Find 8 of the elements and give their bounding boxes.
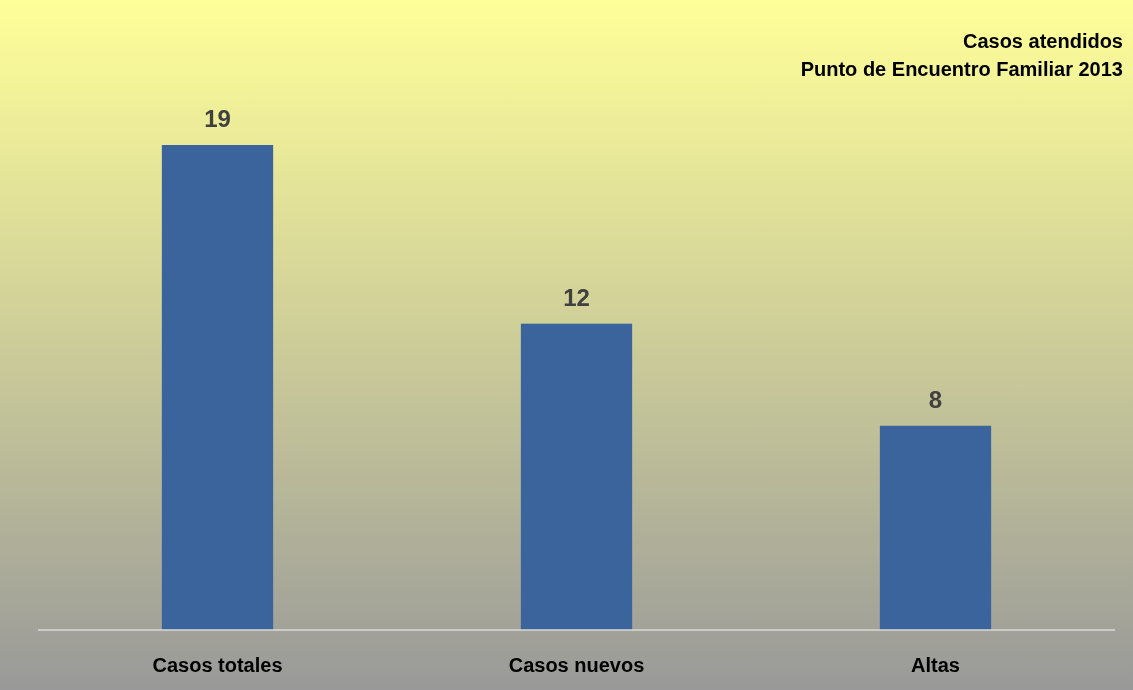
data-label: 19 (204, 105, 231, 132)
x-tick-label: Casos nuevos (508, 654, 645, 676)
data-label: 12 (563, 283, 590, 311)
x-tick-label: Casos totales (152, 654, 283, 676)
data-label: 8 (928, 385, 943, 413)
chart-title: Casos atendidos (962, 30, 1123, 52)
x-tick-label: Altas (911, 654, 960, 676)
chart-subtitle: Punto de Encuentro Familiar 2013 (800, 58, 1123, 80)
